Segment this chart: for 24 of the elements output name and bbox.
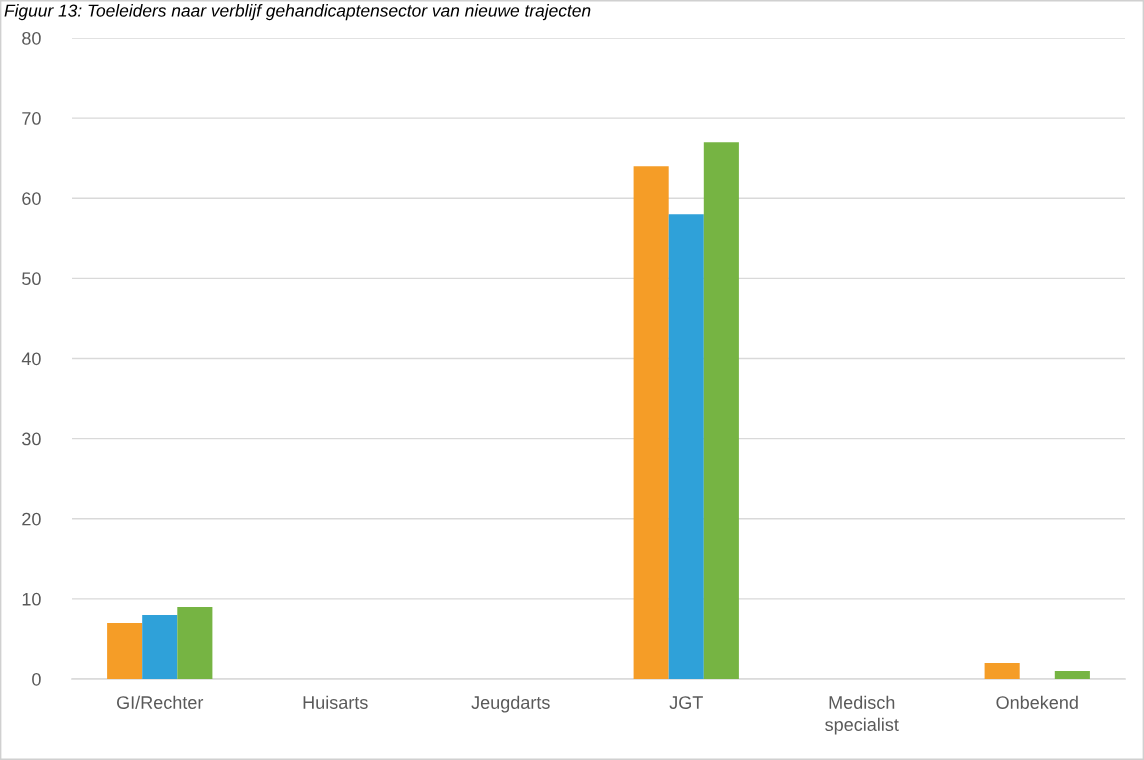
x-tick-label: Medisch specialist (825, 695, 899, 735)
y-tick-label: 0 (32, 672, 41, 686)
bar (142, 614, 178, 679)
y-tick-label: 20 (22, 512, 41, 526)
y-tick-label: 60 (22, 192, 41, 205)
bar (107, 622, 143, 679)
chart-title: Figuur 13: Toeleiders naar verblijf gehandicaptensector van nieuwe trajecten (4, 4, 591, 21)
bar (984, 662, 1020, 679)
x-tick-label: Huisarts (303, 695, 368, 709)
bar (668, 214, 704, 679)
x-tick-label: GI/Rechter (117, 695, 204, 709)
x-tick-label: Onbekend (996, 695, 1078, 709)
y-tick-label: 50 (22, 272, 41, 286)
y-tick-label: 70 (22, 112, 41, 125)
y-tick-label: 80 (22, 31, 41, 45)
y-tick-label: 30 (22, 432, 41, 446)
y-tick-label: 10 (22, 592, 41, 606)
bar (703, 142, 739, 679)
y-tick-label: 40 (21, 352, 41, 366)
bar (1054, 670, 1090, 679)
x-tick-label: Jeugdarts (471, 695, 550, 713)
bar (177, 606, 213, 679)
x-tick-label: JGT (669, 696, 703, 709)
bar (633, 166, 669, 679)
